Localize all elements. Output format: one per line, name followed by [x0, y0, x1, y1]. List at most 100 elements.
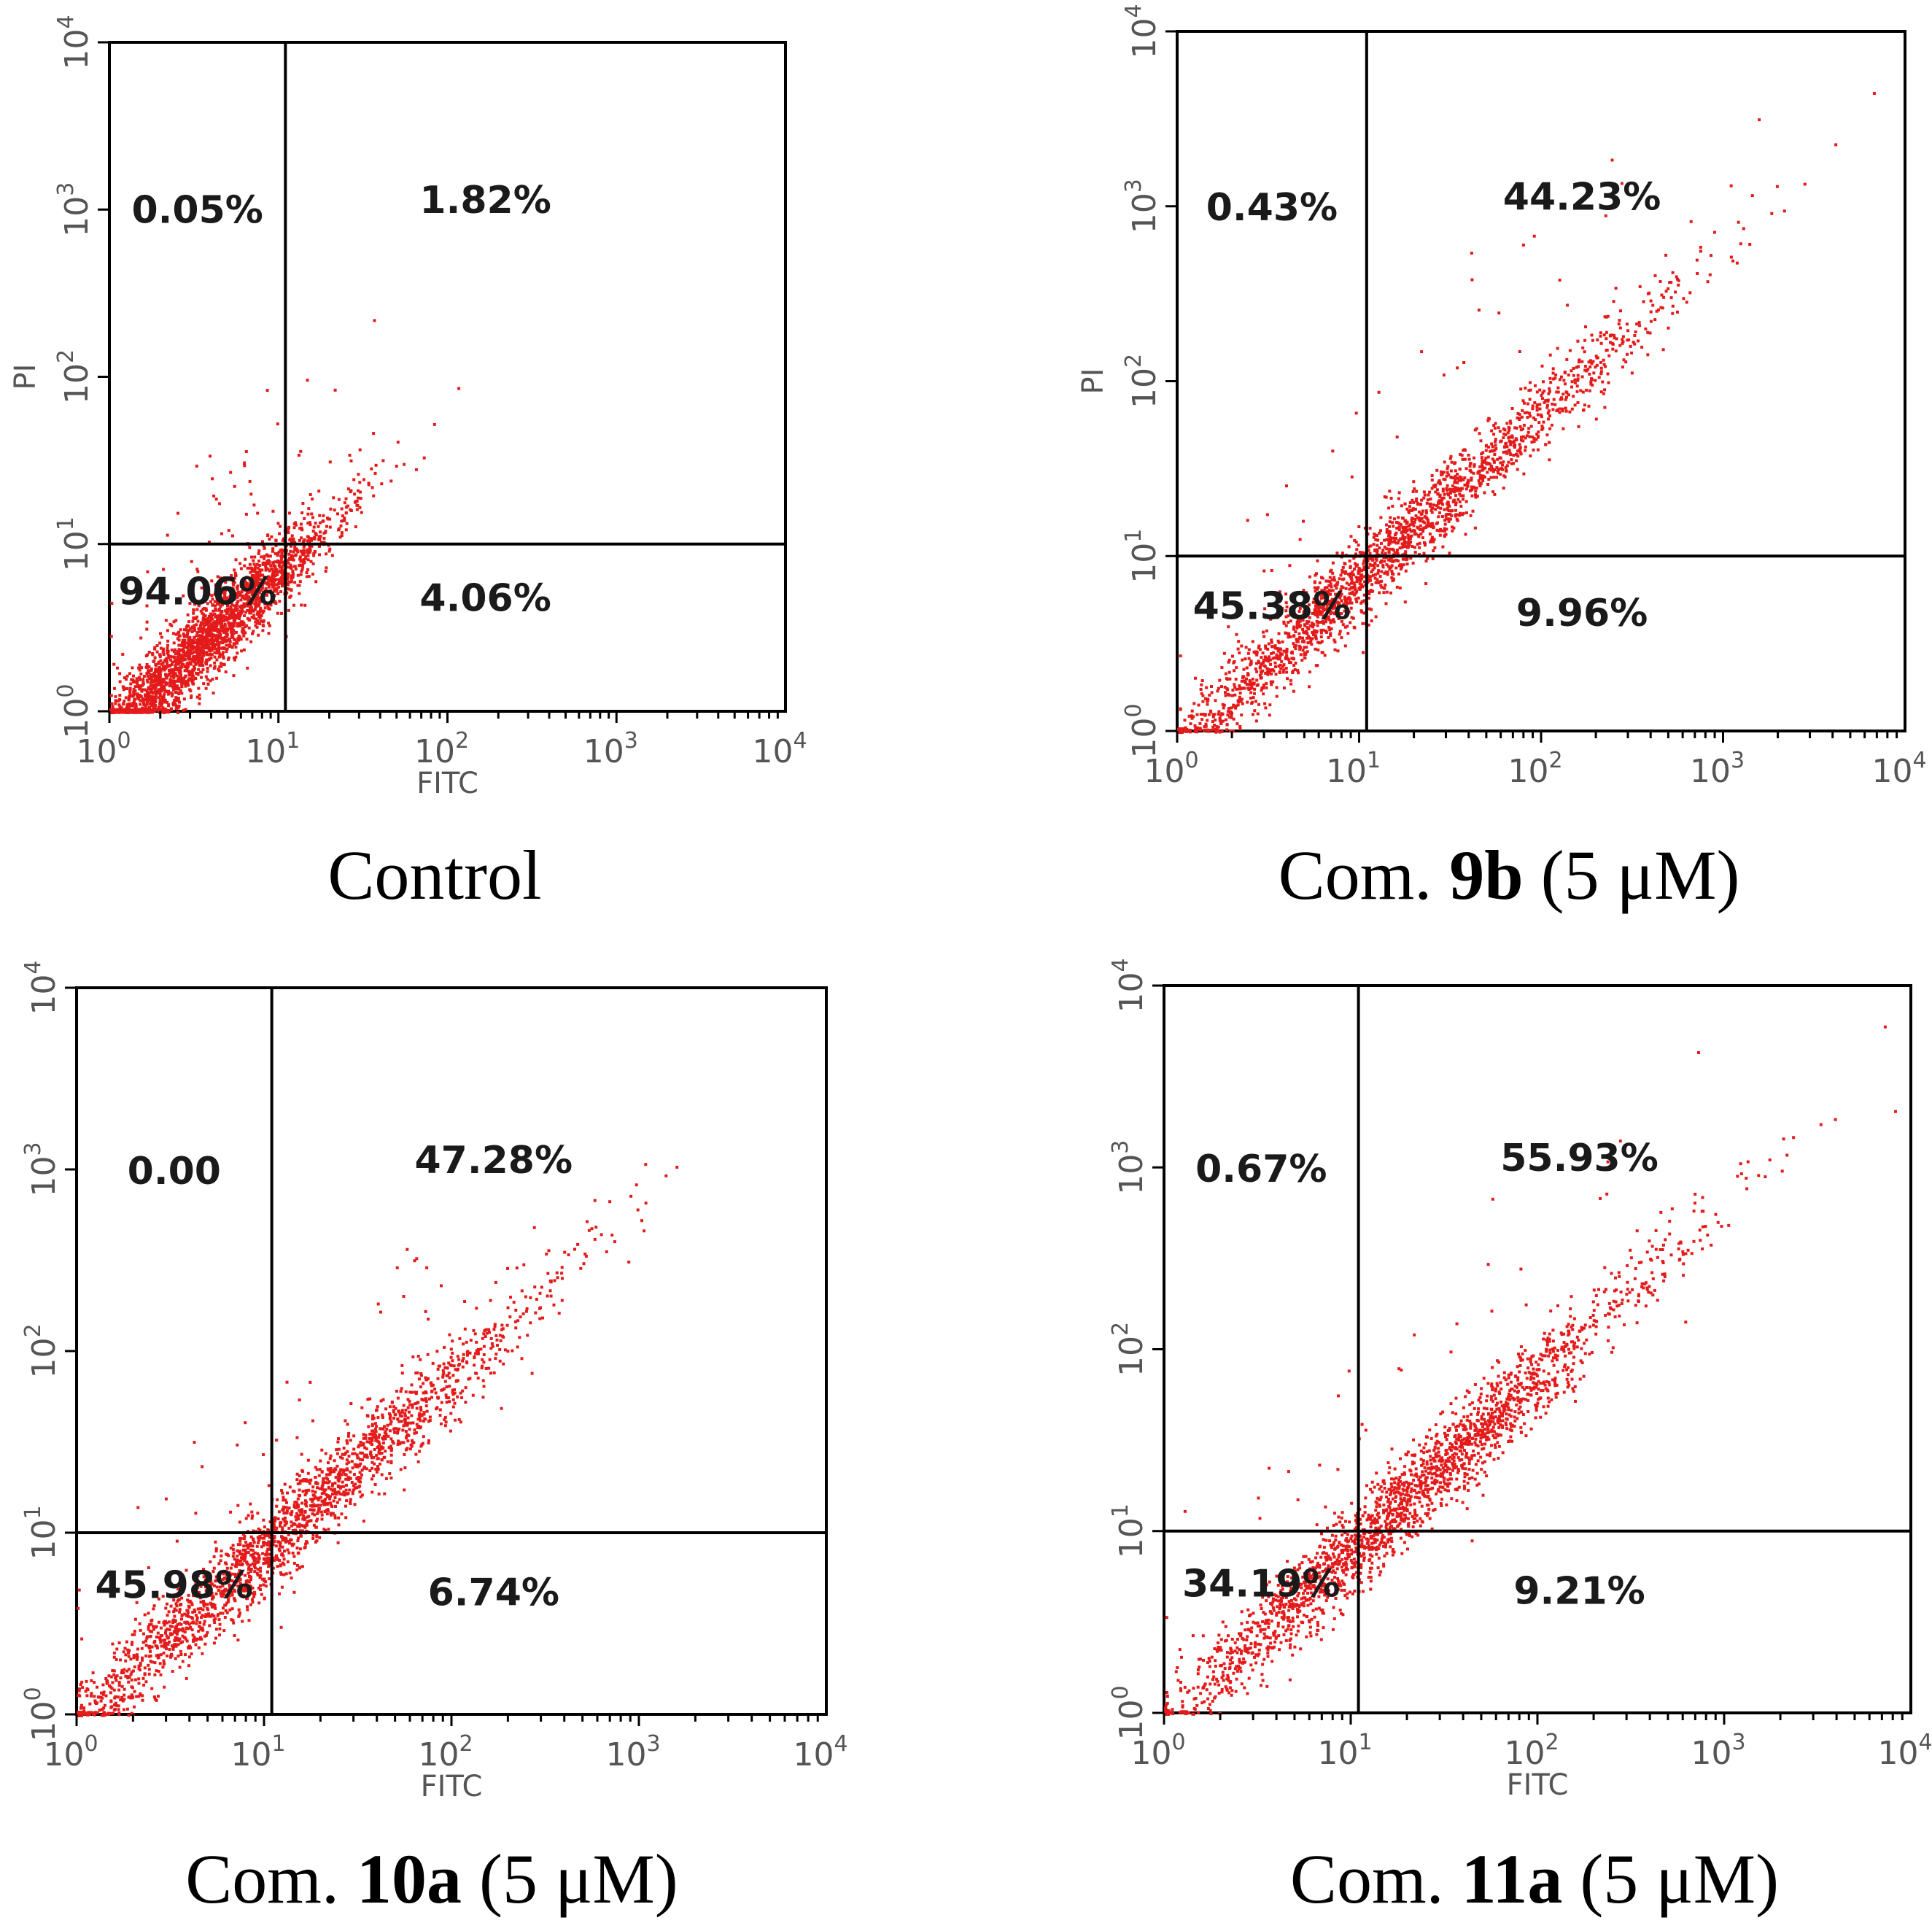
data-point	[1438, 533, 1442, 537]
data-point	[1529, 425, 1533, 428]
data-point	[1252, 713, 1254, 716]
data-point	[193, 659, 196, 663]
data-point	[1204, 722, 1208, 726]
data-point	[1369, 557, 1373, 560]
data-point	[213, 665, 217, 668]
data-point	[1548, 390, 1551, 393]
data-point	[191, 644, 195, 648]
data-point	[1376, 543, 1379, 547]
data-point	[1551, 408, 1555, 411]
data-point	[268, 554, 272, 558]
data-point	[1466, 479, 1470, 482]
data-point	[1238, 651, 1241, 654]
data-point	[1367, 589, 1371, 593]
data-point	[403, 463, 406, 466]
data-point	[380, 482, 384, 486]
data-point	[280, 611, 283, 615]
data-point	[1400, 565, 1404, 569]
data-point	[1484, 456, 1488, 460]
data-point	[209, 657, 213, 659]
data-point	[129, 682, 133, 686]
data-point	[240, 649, 244, 653]
data-point	[1524, 449, 1527, 452]
data-point	[132, 690, 136, 694]
data-point	[190, 638, 194, 642]
data-point	[1274, 603, 1278, 607]
data-point	[155, 667, 158, 670]
data-point	[172, 655, 176, 659]
y-tick-label: 101	[53, 516, 96, 571]
data-point	[1355, 600, 1359, 603]
data-point	[152, 1695, 156, 1699]
data-point	[313, 550, 317, 554]
data-point	[322, 531, 326, 535]
data-point	[1395, 527, 1399, 530]
data-point	[136, 692, 139, 696]
data-point	[322, 536, 326, 540]
data-point	[1354, 552, 1357, 556]
data-point	[147, 693, 150, 697]
data-point	[1195, 726, 1199, 730]
data-point	[1518, 413, 1521, 417]
data-point	[1354, 597, 1358, 601]
data-point	[146, 709, 150, 713]
data-point	[217, 582, 220, 586]
data-point	[133, 685, 137, 689]
data-point	[276, 592, 279, 595]
data-point	[124, 696, 128, 700]
data-point	[1190, 709, 1194, 713]
data-point	[1676, 310, 1679, 314]
data-point	[1535, 406, 1539, 409]
data-point	[1177, 727, 1181, 731]
data-point	[1599, 331, 1602, 335]
data-point	[1373, 563, 1376, 567]
data-point	[1592, 371, 1596, 375]
data-point	[298, 1513, 302, 1517]
data-point	[163, 692, 166, 696]
data-point	[1607, 354, 1611, 357]
data-point	[1358, 568, 1362, 571]
data-point	[1325, 599, 1329, 603]
data-point	[1413, 508, 1417, 511]
data-point	[1445, 527, 1448, 531]
scatter-points	[1177, 92, 1876, 734]
data-point	[1254, 667, 1257, 670]
data-point	[308, 521, 311, 525]
data-point	[1424, 525, 1428, 529]
data-point	[203, 638, 206, 642]
data-point	[1443, 522, 1447, 526]
data-point	[1214, 730, 1218, 734]
data-point	[1265, 513, 1269, 516]
data-point	[306, 522, 310, 525]
data-point	[155, 644, 159, 647]
data-point	[200, 586, 203, 589]
data-point	[152, 708, 155, 711]
data-point	[1316, 615, 1319, 619]
data-point	[1405, 529, 1408, 533]
data-point	[255, 588, 259, 592]
data-point	[268, 569, 271, 573]
data-point	[1297, 671, 1300, 675]
data-point	[271, 598, 275, 602]
data-point	[271, 582, 274, 586]
data-point	[1217, 710, 1221, 713]
data-point	[193, 629, 196, 632]
data-point	[230, 601, 233, 605]
data-point	[1284, 592, 1288, 596]
data-point	[273, 600, 277, 603]
data-point	[1194, 730, 1197, 733]
data-point	[276, 573, 279, 576]
data-point	[128, 694, 131, 698]
data-point	[220, 532, 223, 535]
data-point	[1464, 533, 1467, 536]
data-point	[157, 696, 160, 700]
data-point	[216, 640, 220, 643]
data-point	[1441, 545, 1445, 549]
data-point	[1210, 691, 1214, 694]
data-point	[1409, 541, 1413, 543]
data-point	[1373, 576, 1377, 580]
data-point	[202, 1599, 205, 1603]
data-point	[1252, 681, 1256, 685]
data-point	[1349, 576, 1353, 579]
data-point	[318, 538, 322, 541]
